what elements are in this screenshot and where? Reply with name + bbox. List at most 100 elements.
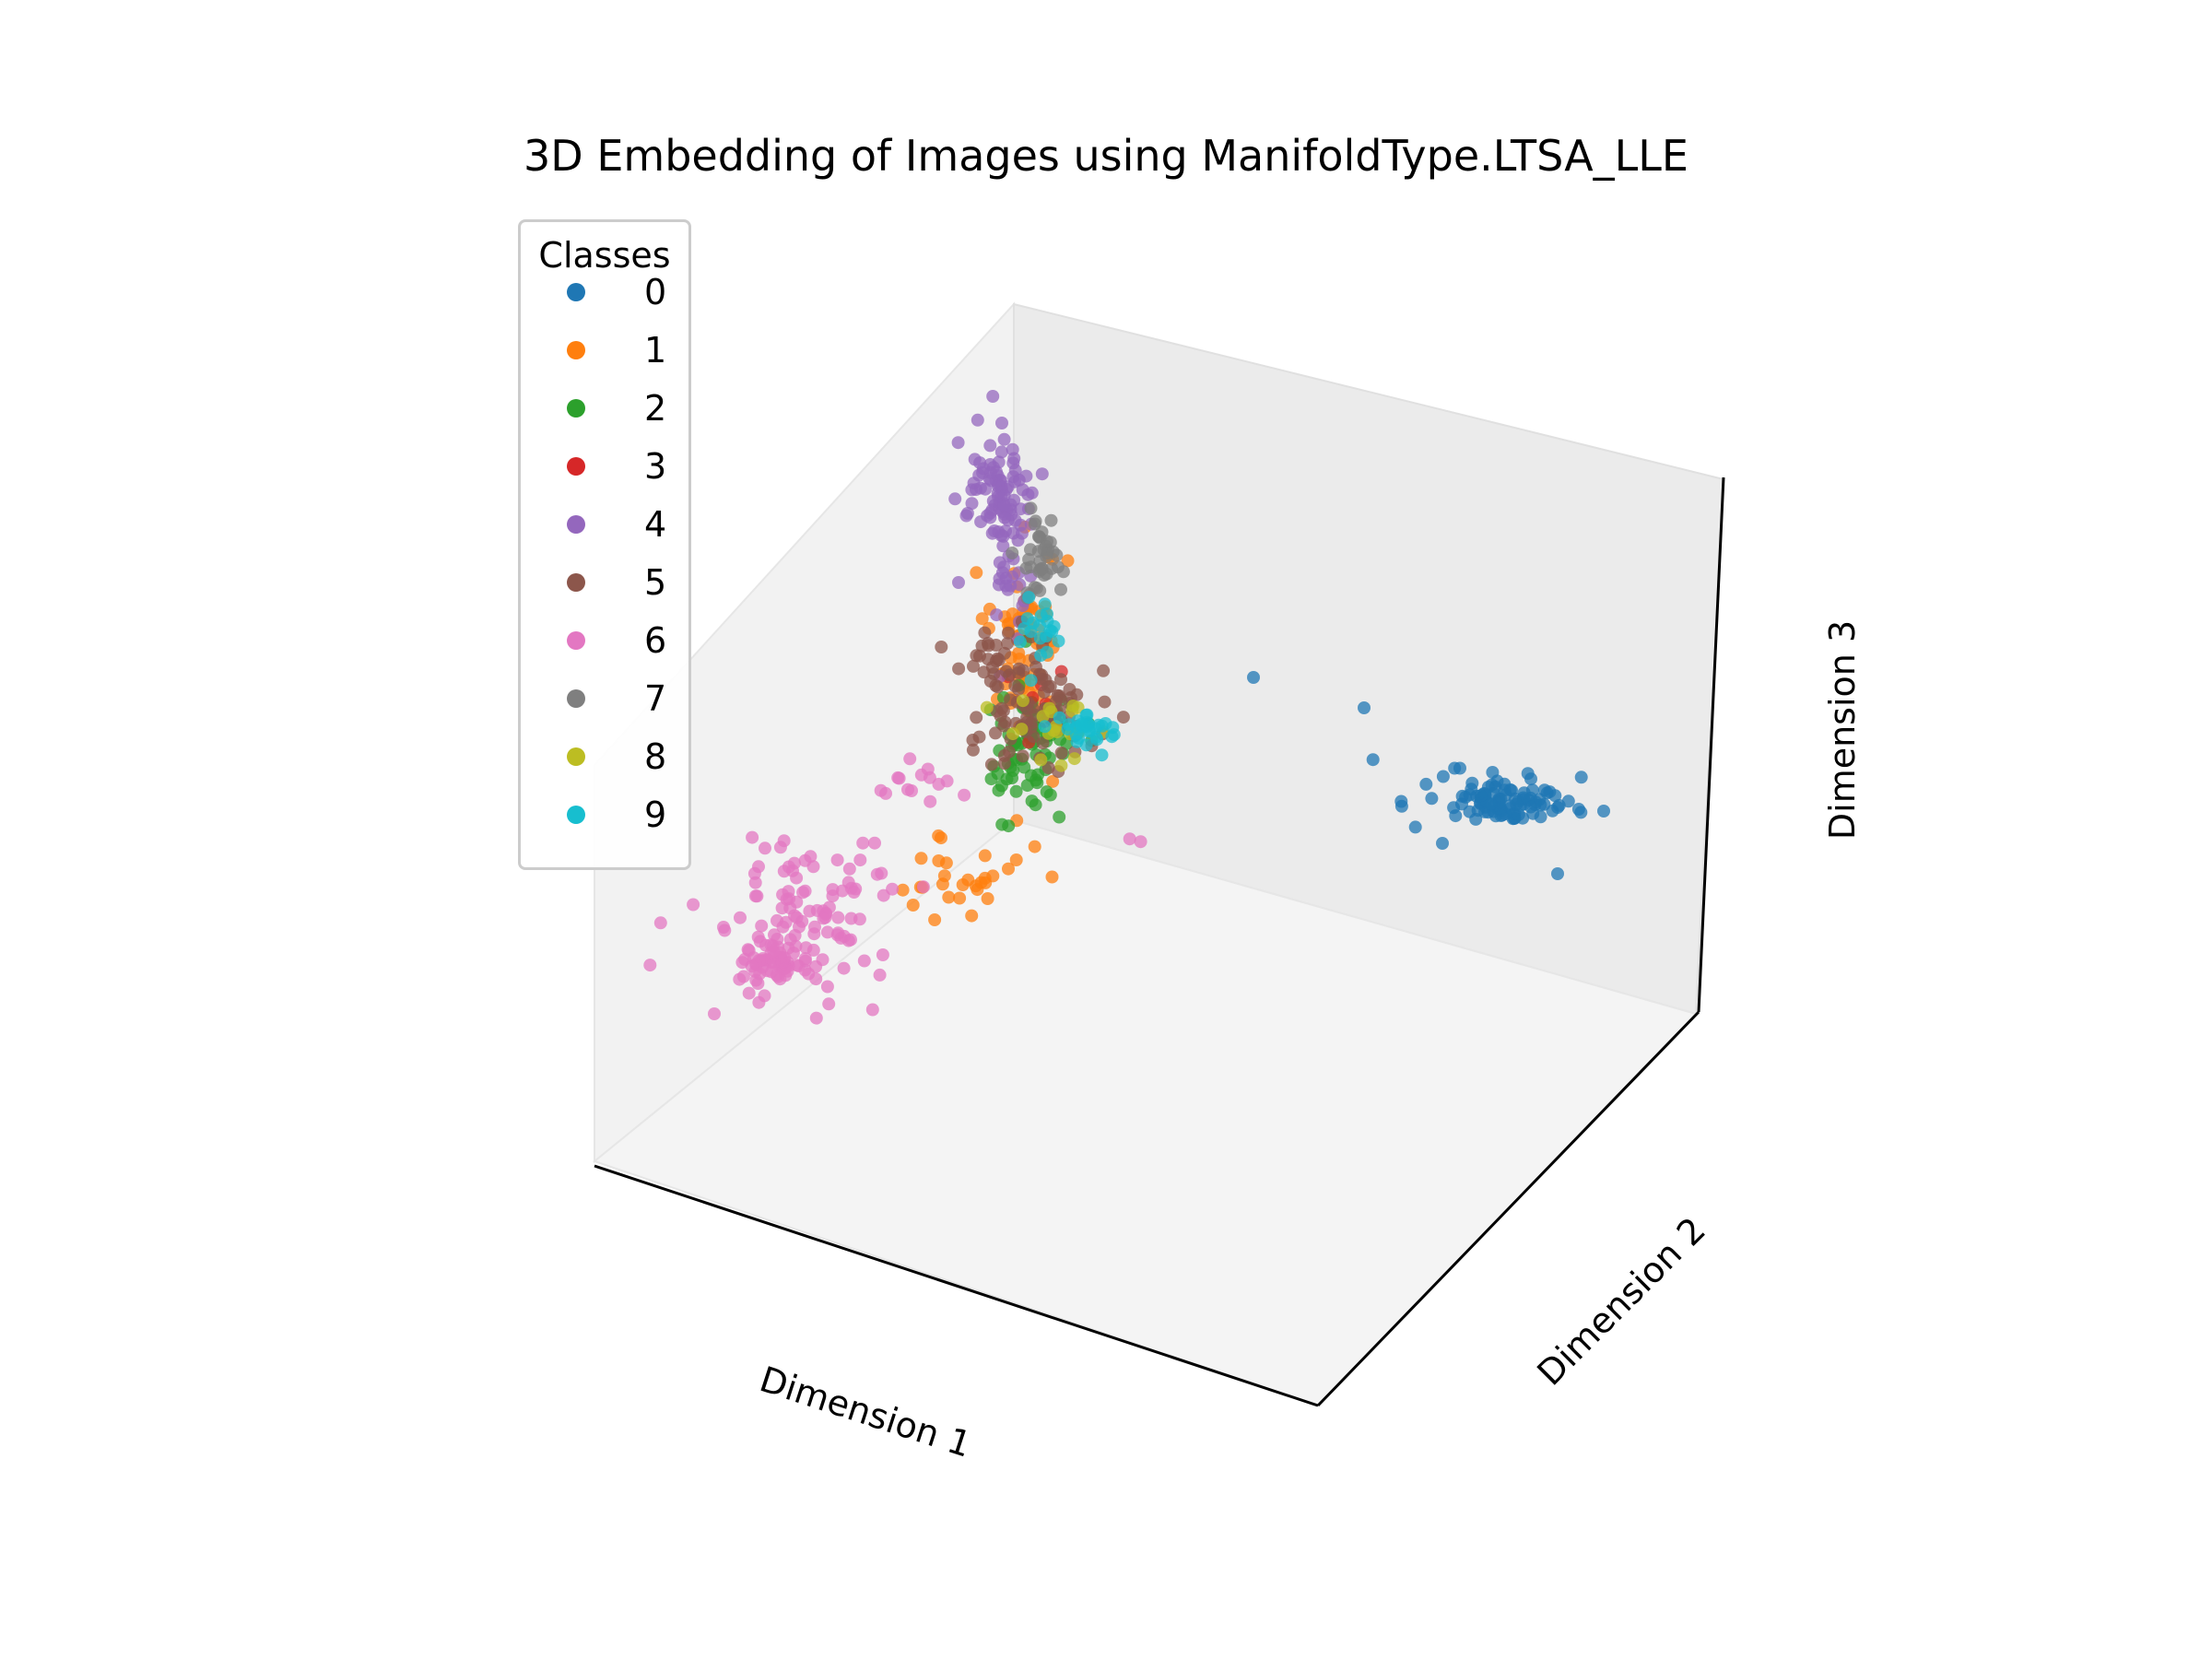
data-point xyxy=(896,883,910,897)
data-point xyxy=(857,954,871,968)
data-point xyxy=(916,880,930,894)
data-point xyxy=(742,986,756,1000)
data-point xyxy=(997,497,1011,511)
legend-label-4: 4 xyxy=(644,504,667,545)
data-point xyxy=(1061,554,1075,568)
data-point xyxy=(853,853,867,867)
data-point xyxy=(879,786,892,800)
data-point xyxy=(1455,797,1468,811)
data-point xyxy=(1033,631,1047,645)
data-point xyxy=(980,700,994,714)
data-point xyxy=(958,788,971,802)
data-point xyxy=(1574,771,1588,784)
data-point xyxy=(778,951,792,965)
legend-marker-3 xyxy=(567,457,585,476)
legend-marker-5 xyxy=(567,573,585,592)
data-point xyxy=(1025,486,1039,500)
data-point xyxy=(1030,776,1044,790)
data-point xyxy=(991,767,1005,781)
data-point xyxy=(997,748,1011,762)
data-point xyxy=(971,413,984,427)
data-point xyxy=(1247,671,1260,684)
data-point xyxy=(983,439,997,453)
data-point xyxy=(1070,688,1084,701)
data-point xyxy=(903,752,917,766)
data-point xyxy=(1002,626,1015,640)
data-point xyxy=(1054,673,1067,687)
legend-item-4: 4 xyxy=(521,500,688,556)
data-point xyxy=(776,920,790,934)
data-point xyxy=(1080,708,1094,722)
data-point xyxy=(972,468,986,482)
data-point xyxy=(965,497,979,511)
legend-label-9: 9 xyxy=(644,794,667,835)
data-point xyxy=(1436,770,1450,783)
data-point xyxy=(1034,649,1048,663)
data-point xyxy=(1019,561,1033,575)
data-point xyxy=(1070,735,1084,748)
data-point xyxy=(877,888,890,902)
data-point xyxy=(747,866,761,880)
x-axis-line xyxy=(594,1164,1319,1407)
data-point xyxy=(1552,798,1566,812)
data-point xyxy=(1002,819,1016,833)
data-point xyxy=(970,711,983,724)
data-point xyxy=(935,641,948,653)
data-point xyxy=(965,909,979,923)
data-point xyxy=(1095,748,1109,762)
legend-title: Classes xyxy=(538,235,671,276)
data-point xyxy=(1551,867,1564,880)
y-axis-line xyxy=(1316,1010,1700,1407)
data-point xyxy=(1001,637,1014,651)
data-point xyxy=(820,925,834,939)
data-point xyxy=(1436,837,1449,850)
data-point xyxy=(844,933,857,947)
data-point xyxy=(994,480,1008,493)
legend-marker-9 xyxy=(567,806,585,824)
z-axis-label: Dimension 3 xyxy=(1822,619,1864,841)
z-axis-line xyxy=(1697,477,1725,1013)
data-point xyxy=(986,869,1000,883)
data-point xyxy=(952,576,965,589)
data-point xyxy=(984,758,998,771)
data-point xyxy=(1035,467,1049,481)
data-point xyxy=(1028,517,1041,531)
legend-marker-0 xyxy=(567,283,585,301)
data-point xyxy=(924,794,937,808)
data-point xyxy=(1044,513,1058,527)
data-point xyxy=(906,899,920,912)
data-point xyxy=(1004,693,1017,707)
data-point xyxy=(982,639,995,653)
data-point xyxy=(1006,456,1020,470)
data-point xyxy=(1013,653,1027,666)
data-point xyxy=(948,492,962,506)
data-point xyxy=(870,867,884,881)
data-point xyxy=(758,989,771,1003)
data-point xyxy=(1099,717,1112,730)
legend-label-0: 0 xyxy=(644,272,667,312)
data-point xyxy=(1020,779,1034,793)
data-point xyxy=(1014,518,1028,532)
data-point xyxy=(1053,810,1066,824)
data-point xyxy=(1366,753,1380,767)
data-point xyxy=(1011,534,1025,547)
data-point xyxy=(1526,806,1540,820)
data-point xyxy=(928,913,942,926)
data-point xyxy=(940,774,954,788)
data-point xyxy=(952,662,966,676)
data-point xyxy=(798,952,812,966)
data-point xyxy=(1116,711,1130,724)
data-point xyxy=(1038,720,1052,734)
data-point xyxy=(1394,799,1408,813)
data-point xyxy=(1013,578,1027,592)
data-point xyxy=(1054,759,1068,772)
legend-marker-8 xyxy=(567,747,585,766)
data-point xyxy=(1052,634,1065,648)
data-point xyxy=(966,743,980,757)
data-point xyxy=(989,726,1002,740)
data-point xyxy=(1471,804,1485,818)
data-point xyxy=(1098,695,1112,709)
data-point xyxy=(820,980,834,994)
data-point xyxy=(831,926,845,940)
data-point xyxy=(806,943,820,957)
